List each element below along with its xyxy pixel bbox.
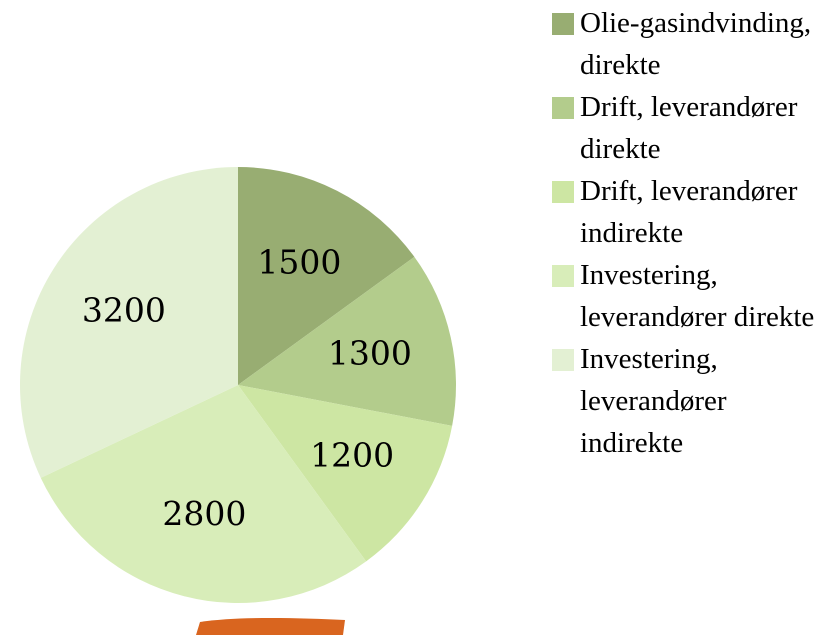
slice-label: 2800 <box>162 494 246 533</box>
legend-swatch <box>552 97 574 119</box>
legend-item: Investering, leverandører direkte <box>552 254 832 338</box>
legend-label: Drift, leverandører indirekte <box>580 175 797 249</box>
slice-label: 3200 <box>82 291 166 330</box>
legend-label: Olie-gasindvinding, direkte <box>580 7 811 81</box>
legend-swatch <box>552 349 574 371</box>
slice-label: 1500 <box>257 243 341 282</box>
legend-item: Investering, leverandører indirekte <box>552 338 832 464</box>
legend-swatch <box>552 265 574 287</box>
legend-item: Drift, leverandører direkte <box>552 86 832 170</box>
legend-swatch <box>552 181 574 203</box>
legend-swatch <box>552 13 574 35</box>
page: 1500 1300 1200 2800 3200 Olie-gasindvinding,… <box>0 0 838 635</box>
slice-label: 1200 <box>310 435 394 474</box>
slice-label: 1300 <box>328 334 412 373</box>
legend-label: Investering, leverandører direkte <box>580 259 814 333</box>
legend: Olie-gasindvinding, direkte Drift, levera… <box>552 2 832 464</box>
legend-item: Drift, leverandører indirekte <box>552 170 832 254</box>
legend-item: Olie-gasindvinding, direkte <box>552 2 832 86</box>
legend-label: Drift, leverandører direkte <box>580 91 797 165</box>
legend-label: Investering, leverandører indirekte <box>580 343 727 459</box>
decoration <box>196 618 345 635</box>
